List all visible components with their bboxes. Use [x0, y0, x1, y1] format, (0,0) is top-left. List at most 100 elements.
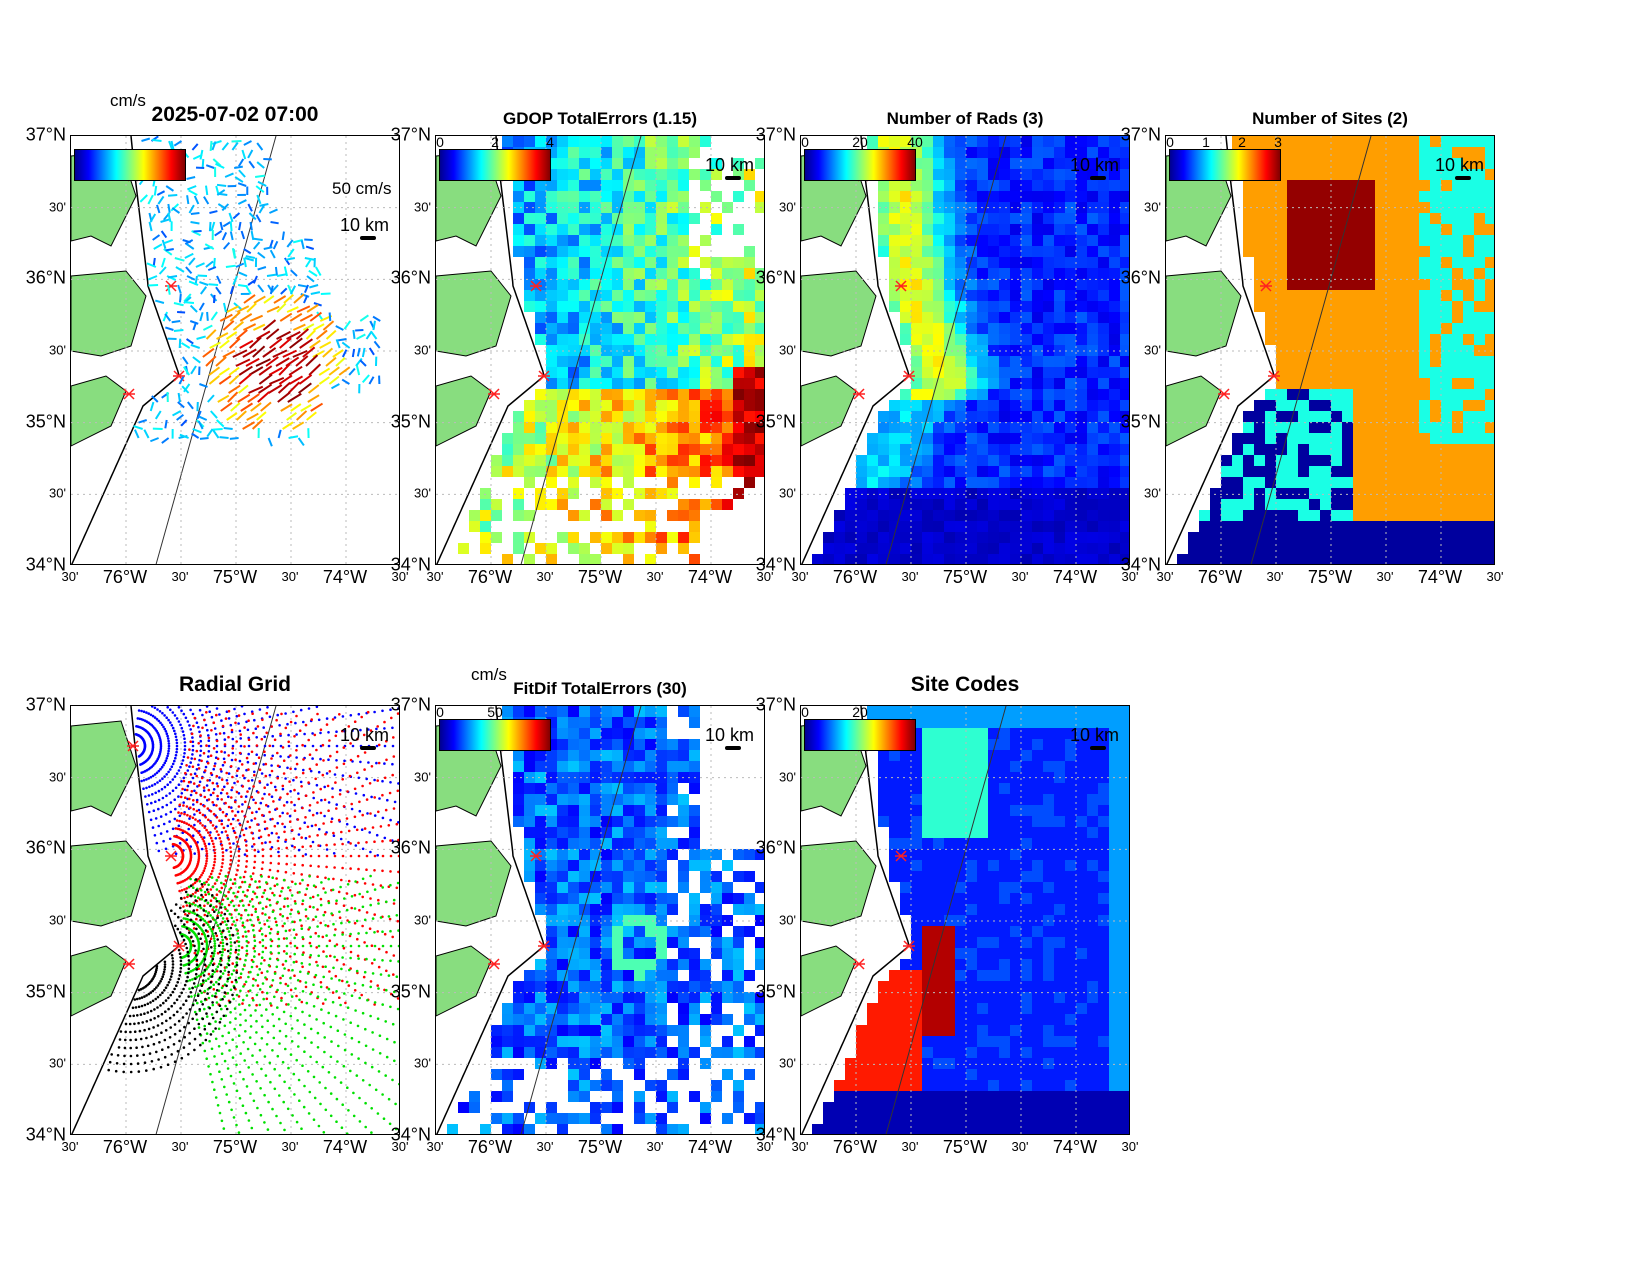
- radial-grid-point: [254, 907, 257, 911]
- current-vector: [196, 410, 202, 420]
- radial-grid-point: [390, 992, 393, 996]
- current-vector: [152, 234, 161, 241]
- grid-cell: [601, 158, 612, 169]
- colorbar: [74, 149, 186, 181]
- grid-cell: [988, 279, 999, 290]
- grid-cell: [911, 488, 922, 499]
- longitude-tick-label: 76°W: [467, 567, 513, 587]
- radial-grid-point: [226, 834, 229, 837]
- grid-cell: [878, 191, 889, 202]
- grid-cell: [1386, 400, 1397, 411]
- grid-cell: [1043, 367, 1054, 378]
- radial-grid-point: [381, 779, 384, 783]
- current-vector: [231, 141, 239, 151]
- colorbar-tick-label: 40: [907, 134, 923, 150]
- current-vector: [262, 347, 277, 358]
- grid-cell: [1021, 510, 1032, 521]
- grid-cell: [999, 213, 1010, 224]
- grid-cell: [944, 191, 955, 202]
- radial-grid-point: [342, 904, 346, 907]
- grid-cell: [933, 180, 944, 191]
- grid-cell: [1375, 334, 1386, 345]
- radial-grid-point: [300, 785, 303, 788]
- grid-cell: [1397, 224, 1408, 235]
- radial-grid-point: [341, 979, 344, 983]
- radial-grid-point: [268, 793, 271, 796]
- radial-grid-point: [258, 829, 261, 832]
- radial-grid-point: [294, 767, 297, 771]
- grid-cell: [1298, 367, 1309, 378]
- grid-cell: [546, 180, 557, 191]
- grid-cell: [1054, 191, 1065, 202]
- grid-cell: [590, 301, 601, 312]
- grid-cell: [1010, 356, 1021, 367]
- current-vector: [256, 330, 271, 340]
- current-vector: [228, 366, 240, 376]
- radial-grid-point: [213, 764, 216, 768]
- grid-cell: [955, 169, 966, 180]
- grid-cell: [1298, 334, 1309, 345]
- radial-grid-point: [182, 804, 185, 807]
- grid-cell: [623, 543, 634, 554]
- grid-cell: [1353, 499, 1364, 510]
- current-vector: [361, 374, 370, 384]
- grid-cell: [911, 323, 922, 334]
- radial-grid-point: [335, 744, 339, 748]
- grid-cell: [1408, 510, 1419, 521]
- grid-cell: [1485, 400, 1494, 411]
- grid-cell: [601, 367, 612, 378]
- current-vector: [185, 243, 195, 250]
- grid-cell: [689, 378, 700, 389]
- grid-cell: [722, 356, 733, 367]
- current-vector: [212, 428, 223, 431]
- radial-grid-point: [289, 790, 292, 793]
- grid-cell: [1010, 411, 1021, 422]
- grid-cell: [1419, 521, 1430, 532]
- radial-grid-point: [338, 916, 342, 919]
- radial-grid-point: [262, 763, 265, 766]
- grid-cell: [1287, 499, 1298, 510]
- grid-cell: [1120, 532, 1129, 543]
- radial-grid-point: [255, 736, 258, 739]
- radial-grid-point: [324, 832, 327, 836]
- radial-grid-point: [349, 714, 353, 717]
- current-vector: [232, 212, 241, 220]
- radial-grid-point: [199, 744, 203, 748]
- grid-cell: [1331, 257, 1342, 268]
- grid-cell: [557, 334, 568, 345]
- current-vector: [305, 354, 319, 367]
- current-vector: [187, 185, 197, 191]
- land-polygon: [801, 375, 857, 447]
- grid-cell: [1320, 257, 1331, 268]
- radial-grid-point: [186, 720, 190, 723]
- grid-cell: [1010, 301, 1021, 312]
- grid-cell: [1474, 246, 1485, 257]
- radial-grid-point: [325, 865, 328, 869]
- grid-cell: [1320, 147, 1331, 158]
- radial-grid-point: [259, 835, 263, 839]
- grid-cell: [1419, 488, 1430, 499]
- longitude-tick-label: 30': [791, 569, 809, 584]
- grid-cell: [933, 433, 944, 444]
- grid-cell: [1043, 554, 1054, 564]
- grid-cell: [1276, 257, 1287, 268]
- radial-grid-point: [311, 757, 314, 760]
- grid-cell: [590, 312, 601, 323]
- grid-cell: [1353, 312, 1364, 323]
- current-vector: [152, 257, 156, 267]
- current-vector: [239, 313, 253, 322]
- radial-grid-point: [199, 734, 202, 737]
- latitude-tick-label: 34°N: [25, 554, 66, 575]
- grid-cell: [1452, 543, 1463, 554]
- grid-cell: [590, 455, 601, 466]
- radial-grid-point: [255, 810, 258, 814]
- grid-cell: [557, 191, 568, 202]
- radial-grid-point: [201, 813, 205, 817]
- grid-cell: [590, 334, 601, 345]
- grid-cell: [1430, 301, 1441, 312]
- radial-grid-point: [325, 723, 329, 726]
- grid-cell: [1109, 521, 1120, 532]
- grid-cell: [944, 400, 955, 411]
- radial-grid-point: [199, 793, 202, 797]
- radial-grid-point: [368, 782, 372, 785]
